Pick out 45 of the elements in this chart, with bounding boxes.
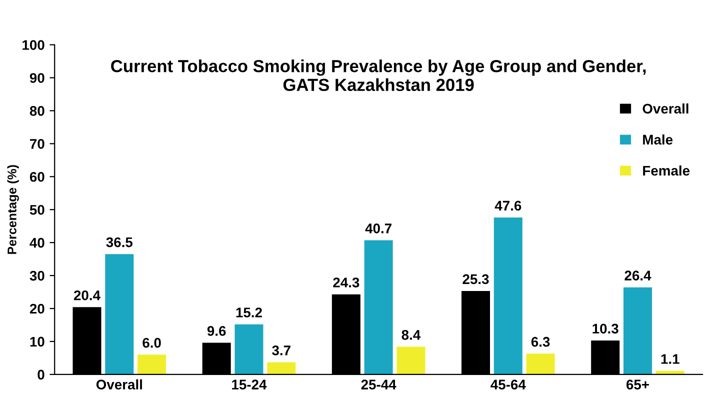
legend-label: Male [643,134,673,145]
y-tick-label: 70 [30,139,44,149]
text: 20.4 [74,290,100,300]
bar [267,362,296,374]
text: 25.3 [462,274,489,284]
y-tick-label: 0 [38,370,44,380]
text: Current Tobacco Smoking Prevalence by Age Group and Gender, GATS Kazakhstan 2019 [111,60,646,92]
text: 36.5 [106,237,133,248]
y-tick-label: 40 [30,238,44,248]
text: 10.3 [592,324,618,334]
y-tick-label: 90 [30,73,44,83]
y-axis-title: Percentage (%) [7,165,19,254]
x-tick-label: 45-64 [490,380,526,390]
text: 6.3 [531,336,550,347]
text: 3.7 [272,345,290,356]
y-tick-label: 60 [30,172,44,182]
bar [138,354,166,374]
bar [234,324,264,374]
legend-label: Overall [642,103,688,114]
y-tick-label: 80 [30,106,44,116]
bar [396,346,426,374]
text: 47.6 [494,200,522,211]
x-tick-label: 15-24 [232,380,267,390]
bar [623,287,652,374]
text: 9.6 [207,326,226,336]
text: 24.3 [333,278,360,288]
y-tick-label: 10 [30,336,44,347]
text: 8.4 [402,330,421,340]
text: 40.7 [365,224,392,234]
bar [526,354,555,374]
text: 1.1 [661,354,680,364]
bar [494,218,522,374]
x-tick-label: 25-44 [361,380,396,390]
text: 26.4 [624,270,652,280]
y-tick-label: 50 [30,204,44,215]
x-tick-label: Overall [96,379,142,390]
y-tick-label: 20 [30,304,44,314]
y-tick-label: 30 [30,270,44,281]
y-tick-label: 100 [22,40,44,50]
x-tick-label: 65+ [626,380,649,390]
text: 6.0 [142,338,161,348]
bar [364,240,393,374]
bar [105,254,134,374]
legend-label: Female [643,165,690,176]
text: 15.2 [236,308,262,318]
